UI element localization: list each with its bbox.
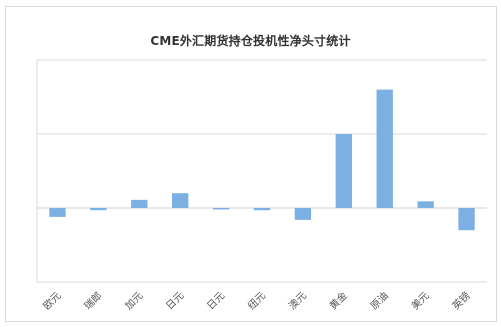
x-tick-label: 瑞郎	[81, 289, 104, 312]
x-tick-label: 原油	[368, 289, 391, 312]
gridlines	[37, 59, 487, 283]
x-tick-label: 纽元	[245, 289, 268, 312]
bar	[417, 201, 434, 208]
bar	[335, 134, 352, 208]
bar	[90, 208, 107, 211]
bar	[131, 199, 148, 208]
bar	[253, 208, 271, 211]
chart-frame	[5, 6, 497, 322]
bar	[294, 208, 312, 220]
bar	[458, 208, 475, 231]
bar	[49, 208, 66, 217]
bar	[376, 89, 393, 208]
bars	[49, 89, 475, 231]
x-tick-label: 澳元	[286, 289, 309, 312]
x-tick-label: 英镑	[449, 289, 472, 312]
x-tick-labels: 欧元 瑞郎 加元 日元 日元 纽元 澳元 黄金 原油 美元 英镑	[41, 289, 473, 312]
x-tick-label: 日元	[164, 290, 186, 312]
x-tick-label: 美元	[408, 289, 431, 312]
x-tick-label: 加元	[123, 290, 146, 313]
chart-title: CME外汇期货持仓投机性净头寸统计	[150, 34, 351, 48]
x-tick-label: 日元	[205, 290, 227, 312]
bar	[172, 193, 189, 208]
x-tick-label: 欧元	[41, 290, 64, 313]
x-tick-label: 黄金	[327, 289, 350, 312]
bar	[212, 208, 230, 210]
